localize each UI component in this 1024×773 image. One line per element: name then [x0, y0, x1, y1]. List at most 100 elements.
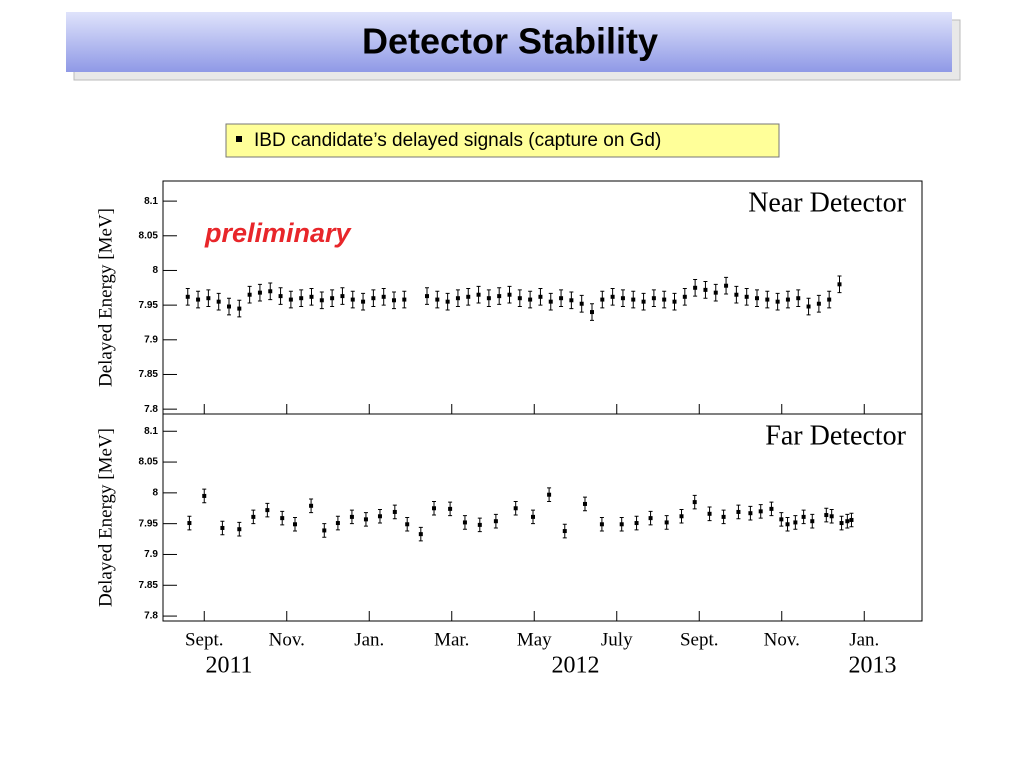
x-tick-label: May — [517, 629, 552, 650]
x-tick-label: Nov. — [764, 629, 800, 650]
y-tick-label: 7.85 — [139, 369, 159, 380]
y-tick-label: 8.1 — [144, 426, 158, 437]
data-point — [278, 294, 283, 299]
data-point — [309, 294, 314, 299]
y-tick-label: 7.85 — [139, 580, 159, 591]
data-point — [280, 516, 285, 521]
data-point — [837, 282, 842, 287]
data-point — [493, 519, 498, 524]
data-point — [827, 297, 832, 302]
data-point — [220, 525, 225, 530]
x-tick-label: Nov. — [269, 629, 305, 650]
y-axis-label: Delayed Energy [MeV] — [95, 428, 116, 607]
data-point — [466, 294, 471, 299]
data-point — [641, 299, 646, 304]
data-point — [806, 304, 811, 309]
data-point — [703, 287, 708, 292]
data-point — [299, 296, 304, 301]
data-point — [599, 522, 604, 527]
data-point — [562, 529, 567, 534]
data-point — [793, 520, 798, 525]
data-point — [335, 521, 340, 526]
data-point — [371, 296, 376, 301]
data-point — [349, 514, 354, 519]
y-tick-label: 8.1 — [144, 196, 158, 207]
plot-frame — [162, 413, 923, 622]
data-point — [651, 296, 656, 301]
data-point — [513, 506, 518, 511]
data-point — [569, 298, 574, 303]
year-label: 2013 — [849, 653, 897, 679]
data-point — [582, 501, 587, 506]
data-point — [619, 522, 624, 527]
data-point — [196, 297, 201, 302]
y-tick-label: 7.8 — [144, 404, 158, 415]
data-point — [517, 296, 522, 301]
data-point — [548, 299, 553, 304]
data-point — [662, 297, 667, 302]
data-point — [418, 532, 423, 537]
data-point — [462, 520, 467, 525]
data-point — [801, 514, 806, 519]
data-point — [547, 492, 552, 497]
data-point — [319, 298, 324, 303]
data-point — [486, 296, 491, 301]
data-point — [590, 310, 594, 315]
data-point — [268, 289, 273, 294]
note: IBD candidate’s delayed signals (capture… — [254, 130, 661, 151]
data-point — [796, 296, 801, 301]
panel-title: Far Detector — [765, 420, 906, 451]
y-tick-label: 8.05 — [139, 230, 159, 241]
data-point — [265, 508, 270, 513]
title-bar — [66, 12, 952, 72]
data-point — [849, 517, 854, 522]
data-point — [538, 294, 543, 299]
data-point — [631, 297, 636, 302]
data-point — [293, 522, 297, 527]
data-point — [692, 500, 697, 505]
data-point — [769, 506, 774, 511]
data-point — [257, 290, 262, 295]
data-point — [402, 297, 407, 302]
data-point — [758, 509, 763, 514]
data-point — [448, 506, 453, 511]
panel-title: Near Detector — [748, 187, 906, 218]
data-point — [361, 299, 366, 304]
data-point — [779, 517, 784, 522]
data-point — [455, 296, 460, 301]
data-point — [824, 513, 829, 518]
data-point — [206, 296, 211, 301]
data-point — [620, 296, 625, 301]
data-point — [734, 292, 739, 297]
note-box — [225, 123, 780, 158]
data-point — [579, 301, 584, 306]
data-point — [845, 519, 850, 524]
x-tick-label: Sept. — [680, 629, 719, 650]
year-label: 2012 — [552, 653, 600, 679]
data-point — [340, 294, 345, 299]
y-tick-label: 7.9 — [144, 334, 158, 345]
data-point — [748, 511, 753, 516]
data-point — [785, 522, 790, 527]
data-point — [435, 297, 440, 302]
data-point — [634, 521, 639, 526]
data-point — [816, 301, 821, 306]
data-point — [664, 520, 669, 525]
data-point — [477, 522, 482, 527]
data-point — [839, 521, 844, 526]
bullet — [236, 136, 242, 142]
y-axis-label: Delayed Energy [MeV] — [95, 208, 116, 387]
data-point — [392, 298, 396, 303]
data-point — [187, 521, 192, 526]
data-point — [736, 509, 741, 514]
data-point — [363, 517, 368, 522]
data-point — [693, 285, 698, 290]
data-point — [810, 519, 815, 524]
data-point — [392, 509, 397, 514]
data-point — [330, 296, 335, 301]
data-point — [648, 516, 653, 521]
data-point — [247, 292, 252, 297]
data-point — [322, 528, 327, 533]
data-point — [713, 290, 718, 295]
data-point — [251, 514, 256, 519]
